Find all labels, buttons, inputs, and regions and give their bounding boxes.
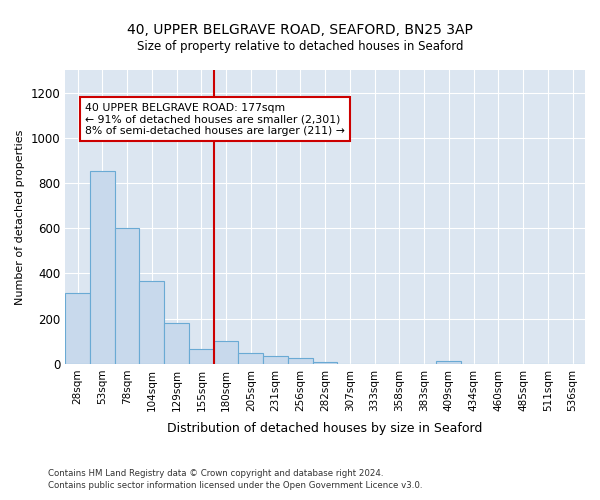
Text: Size of property relative to detached houses in Seaford: Size of property relative to detached ho… (137, 40, 463, 53)
Bar (90, 170, 115, 364)
Text: Contains public sector information licensed under the Open Government Licence v3: Contains public sector information licen… (48, 481, 422, 490)
Bar (164, 323, 189, 364)
Text: 40, UPPER BELGRAVE ROAD, SEAFORD, BN25 3AP: 40, UPPER BELGRAVE ROAD, SEAFORD, BN25 3… (127, 22, 473, 36)
Bar (238, 352, 263, 364)
Bar (313, 362, 337, 364)
Bar (436, 361, 461, 364)
Y-axis label: Number of detached properties: Number of detached properties (15, 130, 25, 304)
Bar (288, 358, 313, 364)
X-axis label: Distribution of detached houses by size in Seaford: Distribution of detached houses by size … (167, 422, 483, 435)
Text: Contains HM Land Registry data © Crown copyright and database right 2024.: Contains HM Land Registry data © Crown c… (48, 468, 383, 477)
Text: 40 UPPER BELGRAVE ROAD: 177sqm
← 91% of detached houses are smaller (2,301)
8% o: 40 UPPER BELGRAVE ROAD: 177sqm ← 91% of … (85, 103, 345, 136)
Bar (214, 342, 238, 364)
Bar (189, 349, 214, 364)
Bar (139, 282, 164, 364)
Bar (65, 292, 90, 364)
Bar (115, 228, 139, 364)
Bar (263, 356, 288, 364)
